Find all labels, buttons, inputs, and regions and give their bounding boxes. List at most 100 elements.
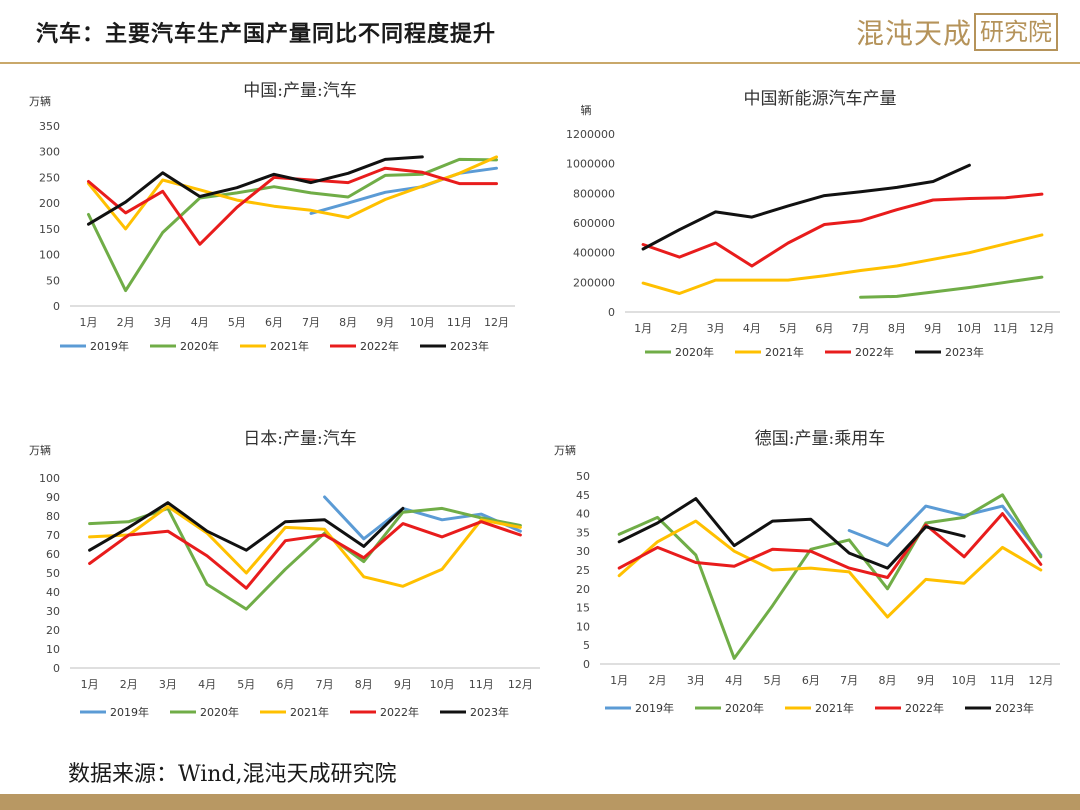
x-tick-label: 4月: [198, 678, 216, 691]
y-tick-label: 0: [53, 300, 60, 313]
x-tick-label: 7月: [852, 322, 870, 335]
legend-label: 2022年: [905, 701, 944, 715]
x-tick-label: 6月: [802, 674, 820, 687]
brand-box: 研究院: [974, 13, 1058, 51]
y-tick-label: 90: [46, 491, 60, 504]
x-tick-label: 12月: [1029, 322, 1054, 335]
page-title: 汽车：主要汽车生产国产量同比不同程度提升: [36, 22, 497, 47]
x-tick-label: 9月: [394, 678, 412, 691]
x-tick-label: 7月: [302, 316, 320, 329]
y-tick-label: 800000: [573, 187, 615, 200]
y-axis-unit: 辆: [581, 103, 592, 117]
series-line-2022年: [617, 512, 1043, 579]
y-tick-label: 35: [576, 526, 590, 539]
x-tick-label: 2月: [670, 322, 688, 335]
legend-label: 2022年: [855, 345, 894, 359]
x-tick-label: 9月: [917, 674, 935, 687]
y-tick-label: 0: [583, 658, 590, 671]
x-tick-label: 7月: [316, 678, 334, 691]
y-axis-unit: 万辆: [29, 443, 51, 457]
x-tick-label: 3月: [154, 316, 172, 329]
x-tick-label: 5月: [228, 316, 246, 329]
x-tick-label: 10月: [952, 674, 977, 687]
series-line-2019年: [847, 504, 1043, 557]
y-tick-label: 50: [46, 274, 60, 287]
x-tick-label: 2月: [649, 674, 667, 687]
x-tick-label: 1月: [80, 316, 98, 329]
series-line-2021年: [641, 233, 1044, 295]
y-tick-label: 0: [608, 306, 615, 319]
series-line-2019年: [323, 495, 522, 541]
series-line-2020年: [87, 157, 498, 293]
x-tick-label: 3月: [687, 674, 705, 687]
x-tick-label: 5月: [764, 674, 782, 687]
y-tick-label: 80: [46, 510, 60, 523]
x-tick-label: 12月: [1028, 674, 1053, 687]
y-tick-label: 60: [46, 548, 60, 561]
x-tick-label: 11月: [469, 678, 494, 691]
source-note: 数据来源：Wind,混沌天成研究院: [68, 762, 397, 787]
y-tick-label: 1200000: [566, 128, 615, 141]
y-tick-label: 45: [576, 489, 590, 502]
legend-label: 2022年: [360, 339, 399, 353]
series-line-2020年: [617, 493, 1043, 660]
y-tick-label: 50: [576, 470, 590, 483]
footer-bar: [0, 794, 1080, 810]
y-tick-label: 10: [576, 620, 590, 633]
legend-label: 2020年: [675, 345, 714, 359]
legend-label: 2020年: [180, 339, 219, 353]
legend-label: 2019年: [635, 701, 674, 715]
x-tick-label: 8月: [339, 316, 357, 329]
x-tick-label: 12月: [508, 678, 533, 691]
series-line-2023年: [88, 501, 405, 552]
series-line-2023年: [641, 163, 971, 251]
y-tick-label: 600000: [573, 217, 615, 230]
x-tick-label: 1月: [81, 678, 99, 691]
legend-label: 2021年: [765, 345, 804, 359]
legend-label: 2023年: [995, 701, 1034, 715]
y-axis-unit: 万辆: [29, 94, 51, 108]
x-tick-label: 9月: [376, 316, 394, 329]
y-tick-label: 30: [46, 605, 60, 618]
chart-title: 中国:产量:汽车: [243, 81, 356, 101]
x-tick-label: 11月: [447, 316, 472, 329]
x-tick-label: 3月: [707, 322, 725, 335]
y-tick-label: 200000: [573, 276, 615, 289]
y-tick-label: 40: [46, 586, 60, 599]
x-tick-label: 11月: [990, 674, 1015, 687]
y-tick-label: 400000: [573, 247, 615, 260]
y-tick-label: 15: [576, 602, 590, 615]
legend-label: 2021年: [290, 705, 329, 719]
x-tick-label: 4月: [743, 322, 761, 335]
x-tick-label: 10月: [410, 316, 435, 329]
series-line-2022年: [641, 192, 1044, 268]
y-tick-label: 250: [39, 171, 60, 184]
y-tick-label: 25: [576, 564, 590, 577]
y-tick-label: 1000000: [566, 158, 615, 171]
legend-label: 2023年: [450, 339, 489, 353]
x-tick-label: 6月: [276, 678, 294, 691]
x-tick-label: 8月: [888, 322, 906, 335]
x-tick-label: 1月: [610, 674, 628, 687]
legend-label: 2022年: [380, 705, 419, 719]
y-tick-label: 10: [46, 643, 60, 656]
legend-label: 2021年: [270, 339, 309, 353]
x-tick-label: 2月: [120, 678, 138, 691]
x-tick-label: 11月: [993, 322, 1018, 335]
x-tick-label: 6月: [265, 316, 283, 329]
series-line-2020年: [88, 506, 522, 611]
y-tick-label: 350: [39, 120, 60, 133]
chart-title: 德国:产量:乘用车: [755, 429, 885, 449]
y-axis-unit: 万辆: [554, 443, 576, 457]
x-tick-label: 1月: [634, 322, 652, 335]
y-tick-label: 5: [583, 639, 590, 652]
legend-label: 2021年: [815, 701, 854, 715]
y-tick-label: 0: [53, 662, 60, 675]
legend-label: 2019年: [110, 705, 149, 719]
legend-label: 2023年: [945, 345, 984, 359]
header-rule: [0, 62, 1080, 64]
x-tick-label: 12月: [484, 316, 509, 329]
